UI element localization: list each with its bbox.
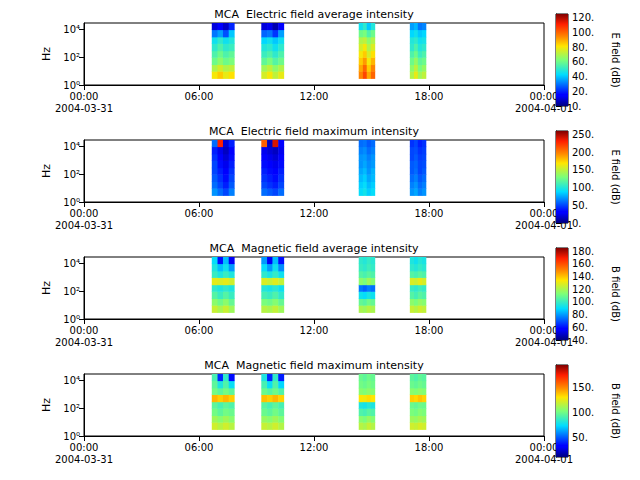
svg-text:40.: 40.: [572, 335, 588, 346]
svg-text:MCA Electric field maximum in: MCA Electric field maximum intensity: [209, 125, 419, 138]
svg-text:12:00: 12:00: [300, 91, 329, 102]
svg-text:100.: 100.: [572, 407, 594, 418]
svg-text:10⁴: 10⁴: [63, 24, 80, 35]
svg-text:10²: 10²: [63, 169, 80, 180]
svg-text:2004-04-01: 2004-04-01: [514, 219, 574, 231]
svg-text:10⁰: 10⁰: [63, 431, 80, 442]
svg-text:40.: 40.: [572, 71, 588, 82]
svg-text:MCA Magnetic field average in: MCA Magnetic field average intensity: [209, 242, 418, 255]
svg-text:10²: 10²: [63, 286, 80, 297]
svg-text:06:00: 06:00: [185, 442, 214, 453]
svg-text:18:00: 18:00: [415, 208, 444, 219]
svg-text:00:00: 00:00: [70, 208, 99, 219]
svg-text:10⁰: 10⁰: [63, 80, 80, 91]
svg-text:00:00: 00:00: [530, 325, 559, 336]
svg-text:2004-03-31: 2004-03-31: [55, 103, 113, 114]
svg-text:60.: 60.: [572, 56, 588, 67]
svg-text:00:00: 00:00: [70, 325, 99, 336]
svg-text:2004-04-01: 2004-04-01: [514, 453, 574, 465]
svg-text:60.: 60.: [572, 322, 588, 333]
svg-text:2004-04-01: 2004-04-01: [514, 102, 574, 114]
svg-text:10²: 10²: [63, 52, 80, 63]
svg-text:B field (dB): B field (dB): [610, 383, 621, 439]
svg-text:0.: 0.: [572, 218, 582, 229]
svg-text:180.: 180.: [572, 246, 594, 257]
svg-text:18:00: 18:00: [415, 325, 444, 336]
svg-text:10²: 10²: [63, 403, 80, 414]
svg-text:140.: 140.: [572, 271, 594, 282]
svg-text:200.: 200.: [572, 147, 594, 158]
svg-text:20.: 20.: [572, 86, 588, 97]
svg-text:MCA Electric field average in: MCA Electric field average intensity: [214, 8, 414, 21]
svg-text:00:00: 00:00: [70, 442, 99, 453]
svg-text:12:00: 12:00: [300, 325, 329, 336]
svg-text:2004-03-31: 2004-03-31: [55, 454, 113, 465]
svg-text:12:00: 12:00: [300, 442, 329, 453]
svg-text:Hz: Hz: [40, 281, 53, 295]
svg-text:250.: 250.: [572, 129, 594, 140]
svg-text:10⁰: 10⁰: [63, 197, 80, 208]
svg-text:150.: 150.: [572, 382, 594, 393]
svg-text:06:00: 06:00: [185, 325, 214, 336]
svg-text:00:00: 00:00: [70, 91, 99, 102]
svg-text:50.: 50.: [572, 432, 588, 443]
svg-text:10⁴: 10⁴: [63, 375, 80, 386]
svg-text:150.: 150.: [572, 164, 594, 175]
svg-text:120.: 120.: [572, 12, 594, 23]
svg-text:MCA Magnetic field maximum in: MCA Magnetic field maximum intensity: [204, 359, 424, 372]
svg-text:10⁰: 10⁰: [63, 314, 80, 325]
svg-text:100.: 100.: [572, 182, 594, 193]
svg-text:E field (dB): E field (dB): [610, 32, 621, 87]
svg-text:80.: 80.: [572, 42, 588, 53]
svg-text:10⁴: 10⁴: [63, 258, 80, 269]
svg-text:Hz: Hz: [40, 47, 53, 61]
svg-text:Hz: Hz: [40, 164, 53, 178]
svg-text:2004-03-31: 2004-03-31: [55, 337, 113, 348]
svg-text:100.: 100.: [572, 296, 594, 307]
svg-text:10⁴: 10⁴: [63, 141, 80, 152]
svg-text:06:00: 06:00: [185, 208, 214, 219]
svg-text:2004-03-31: 2004-03-31: [55, 220, 113, 231]
svg-text:2004-04-01: 2004-04-01: [514, 336, 574, 348]
svg-text:120.: 120.: [572, 284, 594, 295]
svg-text:12:00: 12:00: [300, 208, 329, 219]
svg-text:0.: 0.: [572, 101, 582, 112]
svg-text:18:00: 18:00: [415, 442, 444, 453]
svg-text:Hz: Hz: [40, 398, 53, 412]
svg-text:00:00: 00:00: [530, 91, 559, 102]
svg-text:160.: 160.: [572, 258, 594, 269]
svg-text:06:00: 06:00: [185, 91, 214, 102]
svg-text:00:00: 00:00: [530, 208, 559, 219]
svg-text:100.: 100.: [572, 27, 594, 38]
svg-text:00:00: 00:00: [530, 442, 559, 453]
svg-text:80.: 80.: [572, 309, 588, 320]
svg-text:50.: 50.: [572, 200, 588, 211]
svg-text:E field (dB): E field (dB): [610, 149, 621, 204]
svg-text:18:00: 18:00: [415, 91, 444, 102]
svg-text:B field (dB): B field (dB): [610, 266, 621, 322]
